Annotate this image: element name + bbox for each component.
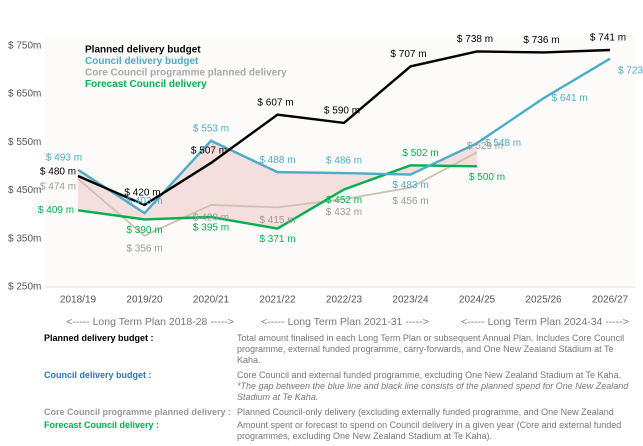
x-tick-label: 2022/23	[326, 295, 363, 306]
data-label: $ 486 m	[326, 156, 362, 167]
data-label: $ 738 m	[457, 34, 493, 45]
data-label: $ 736 m	[523, 35, 559, 46]
data-label: $ 548 m	[485, 138, 521, 149]
data-label: $ 474 m	[40, 182, 76, 193]
legend-entry: Council delivery budget	[85, 56, 199, 67]
data-label: $ 456 m	[392, 196, 428, 207]
definition-text: Planned Council-only delivery (excluding…	[237, 407, 614, 417]
data-label: $ 371 m	[259, 234, 295, 245]
x-tick-label: 2023/24	[392, 295, 429, 306]
definition-term: Council delivery budget :	[44, 370, 152, 380]
data-label: $ 707 m	[390, 49, 426, 60]
definition-term: Forecast Council delivery :	[44, 420, 160, 430]
data-label: $ 723 m	[618, 65, 643, 76]
definition-text: Amount spent or forecast to spend on Cou…	[237, 420, 622, 441]
legend-entry: Planned delivery budget	[85, 45, 201, 56]
data-label: $ 493 m	[46, 152, 82, 163]
y-tick-label: $ 650m	[8, 89, 41, 100]
definitions: Planned delivery budget : Total amount fi…	[44, 333, 639, 442]
definition-row: Forecast Council delivery : Amount spent …	[44, 420, 639, 442]
x-tick-label: 2026/27	[592, 295, 629, 306]
definition-term: Core Council programme planned delivery …	[44, 407, 232, 417]
legend-entry: Forecast Council delivery	[85, 79, 207, 90]
data-label: $ 502 m	[402, 148, 438, 159]
data-label: $ 403 m	[126, 196, 162, 207]
definition-row: Core Council programme planned delivery …	[44, 407, 639, 418]
definition-text: Core Council and external funded program…	[237, 370, 622, 380]
series-line	[77, 164, 478, 230]
data-label: $ 741 m	[590, 33, 626, 44]
data-label: $ 420 m	[193, 213, 229, 224]
definition-term: Planned delivery budget :	[44, 333, 154, 343]
data-label: $ 432 m	[326, 207, 362, 218]
data-label: $ 420 m	[124, 188, 160, 199]
data-label: $ 452 m	[326, 195, 362, 206]
x-tick-label: 2018/19	[60, 295, 97, 306]
legend-entry: Core Council programme planned delivery	[85, 68, 287, 79]
data-label: $ 590 m	[324, 106, 360, 117]
data-label: $ 529 m	[467, 141, 503, 152]
plan-period: <----- Long Term Plan 2021-31 ----->	[261, 316, 429, 328]
data-label: $ 390 m	[126, 225, 162, 236]
series-line	[77, 48, 611, 207]
plan-period: <----- Long Term Plan 2024-34 ----->	[461, 316, 629, 328]
data-label: $ 641 m	[552, 93, 588, 104]
y-tick-label: $ 250m	[8, 282, 41, 293]
definition-row: Council delivery budget : Core Council an…	[44, 370, 639, 403]
data-label: $ 415 m	[259, 215, 295, 226]
data-label: $ 480 m	[40, 167, 76, 178]
x-tick-label: 2024/25	[459, 295, 496, 306]
definition-row: Planned delivery budget : Total amount fi…	[44, 333, 639, 366]
data-label: $ 607 m	[257, 97, 293, 108]
data-label: $ 553 m	[193, 123, 229, 134]
plot-background	[45, 36, 635, 287]
x-tick-label: 2021/22	[259, 295, 296, 306]
data-label: $ 483 m	[392, 180, 428, 191]
y-tick-label: $ 750m	[8, 40, 41, 51]
data-label: $ 488 m	[259, 155, 295, 166]
y-tick-label: $ 450m	[8, 185, 41, 196]
data-label: $ 507 m	[191, 146, 227, 157]
y-tick-label: $ 550m	[8, 137, 41, 148]
data-label: $ 356 m	[126, 243, 162, 254]
definition-note: *The gap between the blue line and black…	[237, 381, 629, 402]
data-label: $ 500 m	[469, 172, 505, 183]
x-tick-label: 2020/21	[193, 295, 230, 306]
plan-period: <----- Long Term Plan 2018-28 ----->	[66, 316, 234, 328]
data-label: $ 409 m	[38, 205, 74, 216]
y-tick-label: $ 350m	[8, 233, 41, 244]
series-line	[77, 151, 478, 237]
definition-text: Total amount finalised in each Long Term…	[237, 333, 625, 365]
series-line	[77, 57, 611, 215]
gap-area	[78, 140, 477, 229]
chart: $ 250m $ 350m $ 450m $ 550m $ 650m $ 750m 2018…	[8, 33, 643, 328]
x-tick-label: 2019/20	[126, 295, 163, 306]
x-tick-label: 2025/26	[525, 295, 562, 306]
data-label: $ 395 m	[193, 223, 229, 234]
